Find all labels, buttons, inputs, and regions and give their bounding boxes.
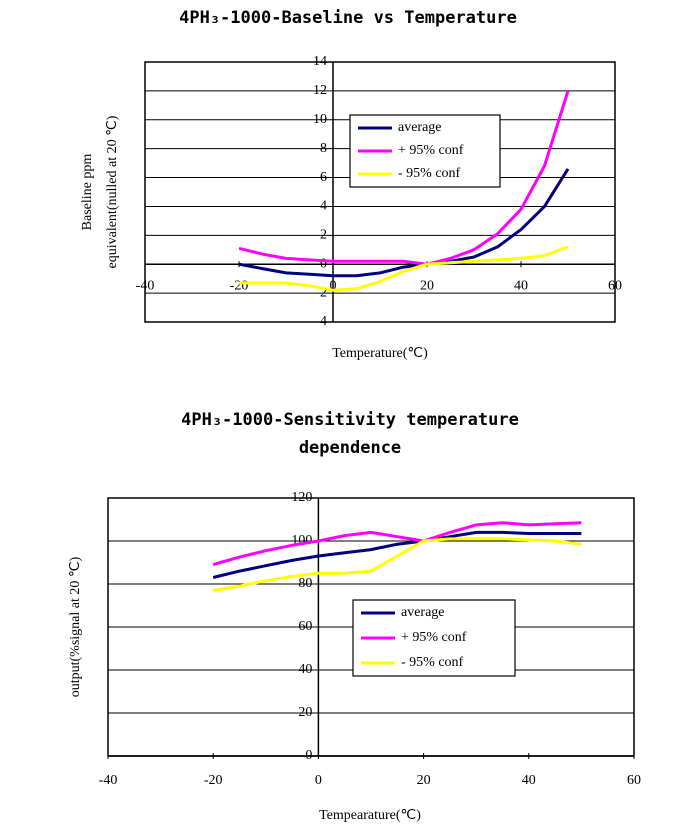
legend-label: average bbox=[398, 120, 442, 135]
y-tick-label: 40 bbox=[298, 662, 312, 677]
y-tick-label: 10 bbox=[313, 112, 327, 127]
x-tick-label: 0 bbox=[315, 773, 322, 788]
legend-label: + 95% conf bbox=[398, 143, 464, 158]
y-tick-label: 4 bbox=[320, 199, 327, 214]
y-axis-label: Baseline ppm bbox=[80, 154, 95, 231]
x-axis-label: Tempearature(℃) bbox=[319, 808, 421, 823]
legend-label: + 95% conf bbox=[401, 630, 467, 645]
x-tick-label: 0 bbox=[330, 278, 337, 293]
y-tick-label: 2 bbox=[320, 228, 327, 243]
x-tick-label: 40 bbox=[514, 278, 528, 293]
y-tick-label: 2 bbox=[320, 285, 327, 300]
y-tick-label: 20 bbox=[298, 705, 312, 720]
y-tick-label: 12 bbox=[313, 83, 327, 98]
legend-label: - 95% conf bbox=[398, 166, 461, 181]
y-tick-label: 8 bbox=[320, 141, 327, 156]
legend-label: - 95% conf bbox=[401, 655, 464, 670]
series-line bbox=[212, 537, 582, 592]
y-axis-label: output(%signal at 20 ℃) bbox=[68, 556, 83, 697]
x-tick-label: -40 bbox=[136, 278, 155, 293]
series-line bbox=[212, 521, 582, 567]
series-line bbox=[238, 168, 570, 278]
x-tick-label: 40 bbox=[522, 773, 536, 788]
x-tick-label: -20 bbox=[230, 278, 249, 293]
x-tick-label: 20 bbox=[420, 278, 434, 293]
y-tick-label: 80 bbox=[298, 576, 312, 591]
chart-title: 4PH₃-1000-Baseline vs Temperature bbox=[179, 8, 517, 28]
plot-frame bbox=[144, 61, 616, 323]
x-tick-label: -20 bbox=[204, 773, 223, 788]
x-axis-label: Temperature(℃) bbox=[332, 346, 428, 361]
y-tick-label: 60 bbox=[298, 619, 312, 634]
x-tick-label: 20 bbox=[417, 773, 431, 788]
legend-label: average bbox=[401, 605, 445, 620]
y-tick-label: 6 bbox=[320, 170, 327, 185]
series-line bbox=[238, 90, 570, 266]
y-axis-label: equivalent(nulled at 20 ℃) bbox=[105, 115, 120, 268]
chart-title: 4PH₃-1000-Sensitivity temperature depend… bbox=[181, 410, 519, 458]
x-tick-label: -40 bbox=[99, 773, 118, 788]
x-tick-label: 60 bbox=[627, 773, 641, 788]
series-line bbox=[239, 245, 569, 292]
x-tick-label: 60 bbox=[608, 278, 622, 293]
series-line bbox=[212, 530, 582, 579]
